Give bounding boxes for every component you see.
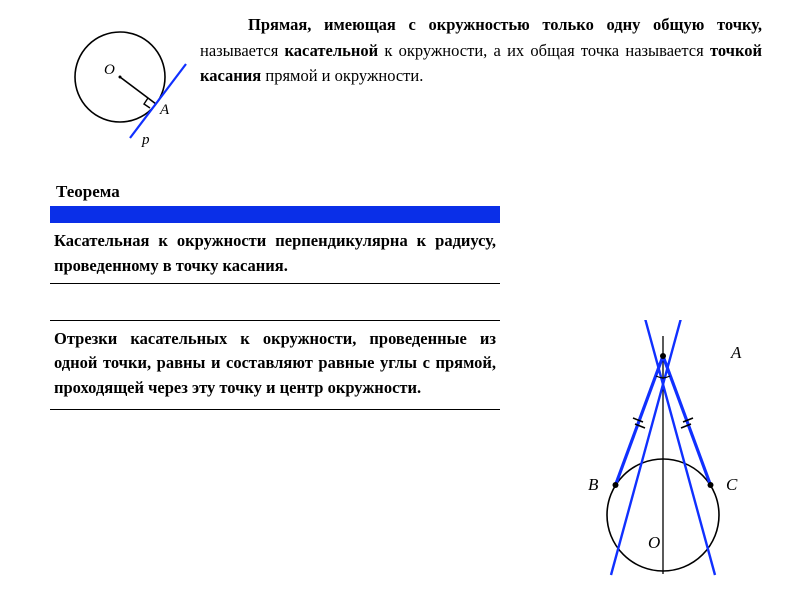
label-A: A: [159, 102, 170, 118]
label-p: p: [141, 132, 150, 148]
label-A2: A: [730, 343, 742, 362]
theorem-block: Теорема Касательная к окружности перпенд…: [0, 182, 800, 284]
figure-two-tangents: A B C O: [548, 320, 778, 580]
label-C: C: [726, 475, 738, 494]
label-B: B: [588, 475, 599, 494]
theorem-title: Теорема: [50, 182, 500, 202]
theorem-body: Касательная к окружности перпендику­лярн…: [50, 223, 500, 284]
label-O: O: [104, 62, 115, 78]
label-O2: O: [648, 533, 660, 552]
definition-text: Прямая, имеющая с окружностью только одн…: [200, 12, 770, 162]
property-body: Отрезки касательных к окружности, прове­…: [50, 321, 500, 410]
figure-tangent-circle: O A p: [60, 12, 200, 162]
theorem-bar: [50, 206, 500, 223]
